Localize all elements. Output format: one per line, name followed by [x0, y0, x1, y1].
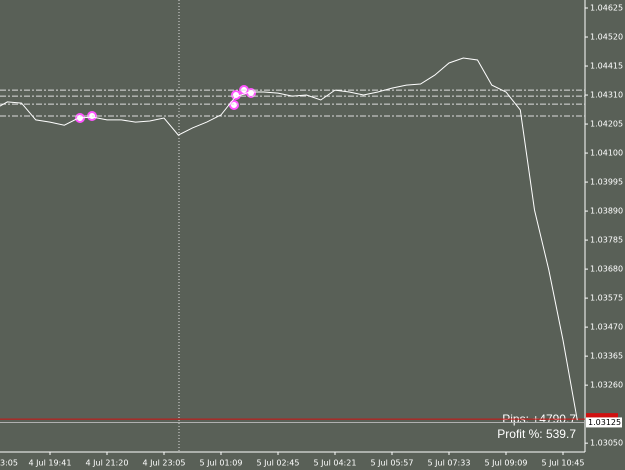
y-tick-label: 1.04520 [590, 33, 623, 42]
x-tick-label: 5 Jul 07:33 [428, 459, 471, 468]
x-tick-label: 4 Jul 21:20 [86, 459, 129, 468]
y-tick-label: 1.03365 [590, 352, 623, 361]
x-tick-label: 5 Jul 09:09 [485, 459, 528, 468]
y-tick-label: 1.03575 [590, 294, 623, 303]
y-tick-label: 1.04415 [590, 62, 623, 71]
x-tick-label: 5 Jul 02:45 [257, 459, 300, 468]
y-tick-label: 1.04310 [590, 91, 623, 100]
red-level-box [586, 413, 618, 421]
x-tick-label: 4 Jul 19:41 [29, 459, 72, 468]
x-tick-label: 3:05 [0, 459, 18, 468]
x-tick-label: 5 Jul 05:57 [371, 459, 414, 468]
y-tick-label: 1.03050 [590, 439, 623, 448]
y-tick-label: 1.04100 [590, 149, 623, 158]
trade-marker [231, 90, 241, 100]
y-tick-label: 1.03890 [590, 207, 623, 216]
y-tick-label: 1.03470 [590, 323, 623, 332]
x-tick-label: 5 Jul 01:09 [200, 459, 243, 468]
x-tick-label: 5 Jul 04:21 [314, 459, 357, 468]
y-tick-label: 1.03680 [590, 265, 623, 274]
y-tick-label: 1.03260 [590, 381, 623, 390]
y-tick-label: 1.04625 [590, 4, 623, 13]
y-tick-label: 1.04205 [590, 120, 623, 129]
y-tick-label: 1.03995 [590, 178, 623, 187]
x-tick-label: 4 Jul 23:05 [143, 459, 186, 468]
x-tick-label: 5 Jul 10:45 [542, 459, 585, 468]
y-tick-label: 1.03785 [590, 236, 623, 245]
price-label: 1.03125 [588, 418, 621, 427]
price-box [586, 417, 622, 428]
trade-marker [229, 100, 239, 110]
profit-text: Profit %: 539.7 [497, 427, 576, 441]
price-series [0, 57, 578, 421]
